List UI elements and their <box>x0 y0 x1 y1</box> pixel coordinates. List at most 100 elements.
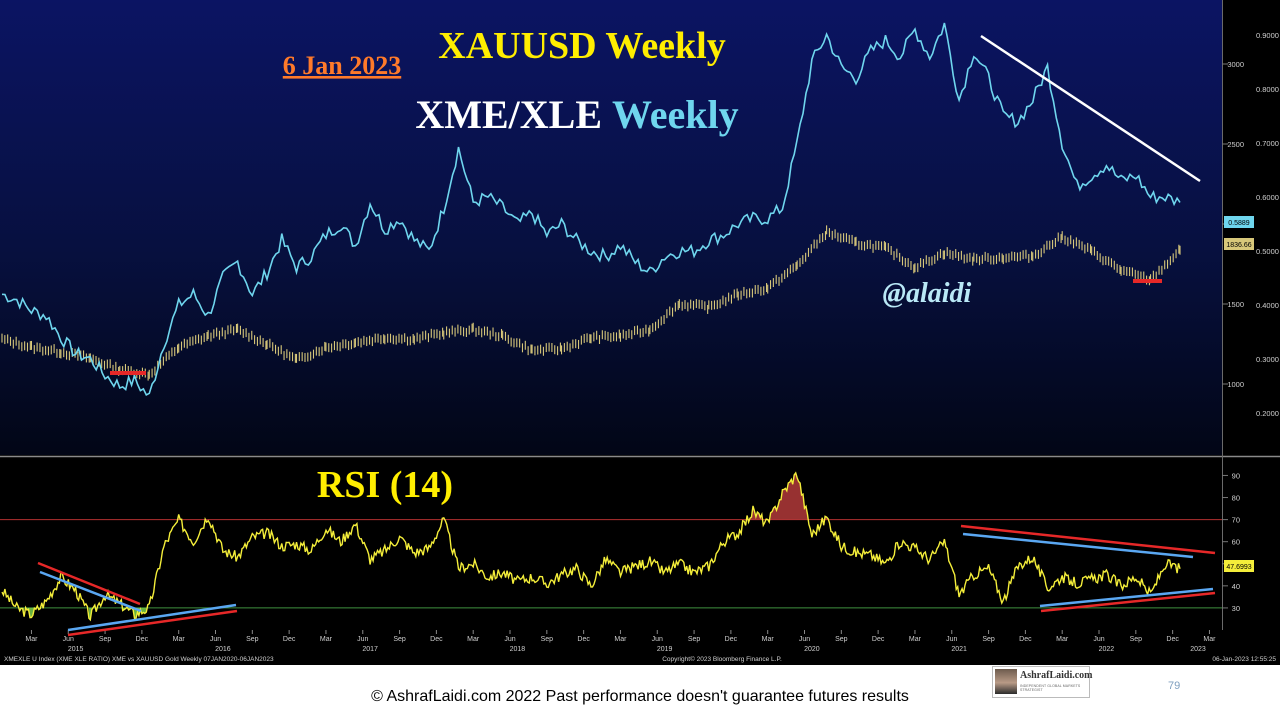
ratio-axis-label: 0.9000 <box>1256 31 1279 40</box>
rsi-axis-label: 30 <box>1232 604 1240 613</box>
time-axis-month-label: Sep <box>393 636 406 643</box>
time-axis-month-label: Dec <box>577 636 590 643</box>
time-axis-month-label: Mar <box>1056 636 1069 643</box>
ratio-axis-label: 0.5000 <box>1256 247 1279 256</box>
rsi-trendline-red-up-2022 <box>1040 591 1216 613</box>
last-ratio-value-bg <box>1224 216 1254 228</box>
time-axis-year-label: 2020 <box>804 646 820 653</box>
author-handle: @alaidi <box>883 278 972 309</box>
bloomberg-timestamp: 06-Jan-2023 12:55:25 <box>1212 656 1276 663</box>
price-panel-background <box>0 0 1222 455</box>
title-xme-xle-weekly: Weekly <box>612 92 739 137</box>
time-axis-year-label: 2019 <box>657 646 673 653</box>
last-gold-value: 1836.66 <box>1226 242 1251 249</box>
rsi-trendline-blue-down-2022 <box>962 532 1194 559</box>
rsi-trendline-blue-up-2015 <box>67 603 237 632</box>
time-axis-month-label: Mar <box>762 636 775 643</box>
last-value-labels: 0.5889 1836.66 47.6993 <box>1224 216 1254 572</box>
rsi-trendline-red-down-2022 <box>960 524 1216 555</box>
rsi-trendline-blue-down-2015 <box>39 570 142 613</box>
time-axis-month-label: Jun <box>357 636 368 643</box>
time-axis-month-label: Dec <box>1019 636 1032 643</box>
ratio-axis-label: 0.4000 <box>1256 301 1279 310</box>
time-axis-month-label: Mar <box>909 636 922 643</box>
time-axis-month-label: Dec <box>725 636 738 643</box>
time-axis-month-label: Dec <box>1166 636 1179 643</box>
time-axis-month-label: Sep <box>835 636 848 643</box>
rsi-axis-label: 80 <box>1232 494 1240 503</box>
time-axis-month-label: Dec <box>136 636 149 643</box>
time-axis-month-label: Jun <box>799 636 810 643</box>
time-axis-year-label: 2017 <box>362 646 378 653</box>
rsi-title: RSI (14) <box>317 464 453 506</box>
time-axis-month-label: Mar <box>614 636 627 643</box>
time-axis-month-label: Sep <box>99 636 112 643</box>
ratio-axis: 0.2000 0.3000 0.4000 0.5000 0.6000 0.7000 0.80… <box>1256 31 1279 418</box>
time-axis-month-label: Jun <box>63 636 74 643</box>
time-axis-year-label: 2016 <box>215 646 231 653</box>
time-axis-month-label: Jun <box>210 636 221 643</box>
title-xauusd: XAUUSD Weekly <box>438 25 726 67</box>
rsi-trendline-red-down-2015 <box>37 561 141 606</box>
time-axis-month-label: Mar <box>467 636 480 643</box>
time-axis-month-label: Sep <box>1130 636 1143 643</box>
time-axis-month-label: Sep <box>982 636 995 643</box>
rsi-trendline-blue-up-2022 <box>1039 587 1214 608</box>
rsi-panel-background <box>0 458 1222 630</box>
downtrend-line <box>980 34 1201 183</box>
rsi-axis-label: 90 <box>1232 471 1240 480</box>
ashraf-laidi-logo: AshrafLaidi.com INDEPENDENT GLOBAL MARKE… <box>992 666 1093 698</box>
time-axis-year-label: 2023 <box>1190 646 1206 653</box>
time-axis-year-label: 2022 <box>1099 646 1115 653</box>
time-axis-year-label: 2015 <box>68 646 84 653</box>
author-photo <box>995 669 1017 694</box>
time-axis-month-label: Dec <box>872 636 885 643</box>
bloomberg-series-info: XMEXLE U Index (XME XLE RATIO) XME vs XA… <box>4 656 274 663</box>
time-axis-month-label: Mar <box>25 636 38 643</box>
footer-disclaimer: © AshrafLaidi.com 2022 Past performance … <box>371 688 909 705</box>
time-axis-month-label: Sep <box>541 636 554 643</box>
last-ratio-value: 0.5889 <box>1228 220 1250 227</box>
ratio-axis-label: 0.6000 <box>1256 193 1279 202</box>
time-axis-year-label: 2018 <box>510 646 526 653</box>
time-axis-month-label: Jun <box>652 636 663 643</box>
time-axis-month-label: Sep <box>688 636 701 643</box>
last-rsi-value: 47.6993 <box>1226 564 1251 571</box>
xme-xle-ratio-line <box>1 22 1181 396</box>
time-axis-month-label: Mar <box>1203 636 1216 643</box>
rsi-overbought-fill <box>770 472 808 520</box>
ratio-axis-label: 0.8000 <box>1256 85 1279 94</box>
time-axis-month-label: Jun <box>504 636 515 643</box>
title-xme-xle-ticker: XME/XLE <box>415 92 602 137</box>
date-label: 6 Jan 2023 <box>283 51 401 80</box>
rsi-axis-label: 60 <box>1232 538 1240 547</box>
rsi-line <box>1 471 1181 622</box>
ratio-axis-label: 0.3000 <box>1256 355 1279 364</box>
time-axis-month-label: Dec <box>283 636 296 643</box>
bloomberg-copyright: Copyright© 2023 Bloomberg Finance L.P. <box>662 655 782 663</box>
time-axis-month-label: Jun <box>946 636 957 643</box>
ratio-axis-label: 0.7000 <box>1256 139 1279 148</box>
logo-text: AshrafLaidi.com <box>1020 670 1093 681</box>
rsi-gridlines <box>0 519 1222 609</box>
ratio-axis-label: 0.2000 <box>1256 409 1279 418</box>
rsi-trendline-red-up-2015 <box>67 609 238 637</box>
time-axis-month-label: Dec <box>430 636 443 643</box>
time-axis: Mar Jun Sep Dec Mar Jun Sep Dec Mar Jun Sep Dec Mar J… <box>25 630 1216 653</box>
time-axis-month-label: Jun <box>1093 636 1104 643</box>
time-axis-month-label: Mar <box>320 636 333 643</box>
title-xme-xle: XME/XLE Weekly <box>415 92 738 137</box>
time-axis-month-label: Mar <box>173 636 186 643</box>
rsi-axis-label: 70 <box>1232 516 1240 525</box>
gold-axis-label: 3000 <box>1227 60 1244 69</box>
logo-subtext: INDEPENDENT GLOBAL MARKETS STRATEGIST <box>1020 684 1081 692</box>
rsi-axis-label: 40 <box>1232 582 1240 591</box>
time-axis-month-label: Sep <box>246 636 259 643</box>
last-gold-value-bg <box>1224 238 1254 250</box>
last-rsi-value-bg <box>1224 560 1254 572</box>
gold-axis-label: 2500 <box>1227 140 1244 149</box>
gold-axis-label: 1500 <box>1227 300 1244 309</box>
time-axis-year-label: 2021 <box>951 646 967 653</box>
